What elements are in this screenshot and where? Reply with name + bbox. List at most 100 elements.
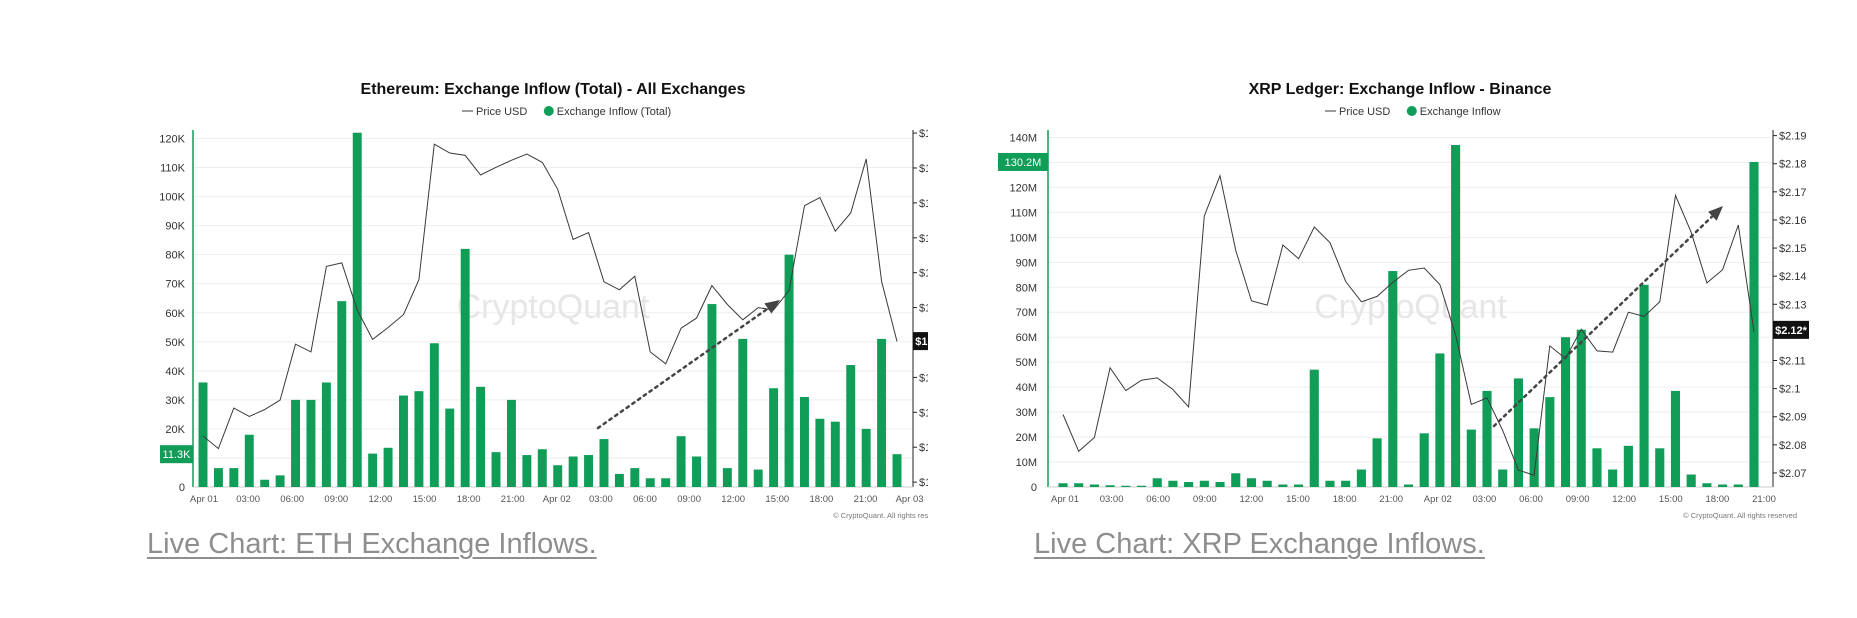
inflow-bar <box>1592 448 1602 487</box>
copyright-note: © CryptoQuant. All rights reserved <box>833 511 928 520</box>
right-axis-tick-label: $2.11 <box>1779 356 1806 368</box>
x-axis-tick-label: 15:00 <box>765 494 789 505</box>
chart-title: XRP Ledger: Exchange Inflow - Binance <box>1249 81 1552 98</box>
inflow-bar <box>1168 480 1178 487</box>
right-axis-tick-label: $2.14 <box>1779 271 1807 283</box>
x-axis-tick-label: 12:00 <box>369 494 393 505</box>
trend-arrow-head <box>1708 206 1723 221</box>
inflow-bar <box>1341 480 1351 487</box>
inflow-bar <box>1623 445 1633 487</box>
watermark: CryptoQuant <box>1314 288 1507 326</box>
inflow-bar <box>399 395 408 487</box>
eth-exchange-inflow-panel: Ethereum: Exchange Inflow (Total) - All … <box>0 0 928 618</box>
right-axis-tick-label: $2.1 <box>1779 384 1800 396</box>
inflow-bar <box>306 399 316 487</box>
inflow-bar <box>1419 433 1429 487</box>
inflow-bar <box>738 338 748 487</box>
left-axis-tick-label: 20M <box>1016 432 1037 444</box>
inflow-bar <box>553 465 563 487</box>
x-axis-tick-label: 21:00 <box>501 494 525 505</box>
inflow-bar <box>1466 429 1476 487</box>
right-axis-tick-label: $2.07 <box>1779 468 1807 480</box>
inflow-bar <box>707 304 717 487</box>
legend-label: Exchange Inflow <box>1420 106 1501 118</box>
x-axis-tick-label: 06:00 <box>1519 494 1543 505</box>
chart-title: Ethereum: Exchange Inflow (Total) - All … <box>361 81 746 98</box>
inflow-bar <box>1074 483 1084 487</box>
inflow-bar <box>614 473 624 487</box>
eth-live-chart-link[interactable]: Live Chart: ETH Exchange Inflows. <box>147 528 597 560</box>
x-axis-tick-label: Apr 01 <box>1051 494 1079 505</box>
inflow-bar <box>1152 478 1162 487</box>
left-axis-tick-label: 30K <box>165 395 185 407</box>
inflow-bar <box>213 468 223 487</box>
left-axis-tick-label: 140M <box>1009 132 1037 144</box>
inflow-bar <box>1639 284 1649 487</box>
inflow-bar <box>291 399 301 487</box>
left-axis-tick-label: 20K <box>165 424 185 436</box>
inflow-bar <box>877 338 887 487</box>
right-axis-tick-label: $1.91K <box>919 163 928 175</box>
inflow-bar <box>799 396 809 487</box>
x-axis-tick-label: 15:00 <box>413 494 437 505</box>
right-axis-tick-label: $1.89K <box>919 233 928 245</box>
trend-arrow-line <box>1492 213 1716 428</box>
current-price-badge <box>913 332 928 351</box>
inflow-bar <box>784 254 794 487</box>
inflow-bar <box>1529 428 1539 487</box>
left-axis-tick-label: 80M <box>1016 282 1037 294</box>
right-axis-tick-label: $1.92K <box>919 128 928 140</box>
x-axis-tick-label: Apr 03 <box>896 494 924 505</box>
left-axis-tick-label: 40M <box>1016 382 1037 394</box>
inflow-bar <box>537 449 547 487</box>
right-axis-tick-label: $2.16 <box>1779 215 1807 227</box>
inflow-bar <box>429 343 439 487</box>
right-axis-tick-label: $1.83K <box>919 442 928 454</box>
legend-dot-marker <box>543 106 554 116</box>
right-axis-tick-label: $1.87K <box>919 303 928 315</box>
inflow-bar <box>1262 480 1272 487</box>
x-axis-tick-label: 09:00 <box>677 494 701 505</box>
inflow-bar <box>661 478 671 487</box>
xrp-exchange-inflow-panel: XRP Ledger: Exchange Inflow - Binance Pri… <box>928 0 1857 618</box>
x-axis-tick-label: 03:00 <box>589 494 613 505</box>
inflow-bar <box>1231 473 1241 487</box>
inflow-bar <box>1498 469 1508 487</box>
inflow-bar <box>1294 484 1304 487</box>
inflow-bar <box>445 408 455 487</box>
inflow-bar <box>568 456 578 487</box>
right-axis-tick-label: $1.88K <box>919 268 928 280</box>
right-axis-tick-label: $1.82K <box>919 477 928 489</box>
x-axis-tick-label: 03:00 <box>236 494 260 505</box>
inflow-bar <box>383 447 393 487</box>
inflow-bar <box>1403 484 1414 487</box>
inflow-bar <box>1655 448 1665 487</box>
right-axis-tick-label: $2.09 <box>1779 412 1807 424</box>
trend-arrow-line <box>596 305 772 430</box>
left-axis-tick-label: 30M <box>1016 407 1037 419</box>
left-axis-tick-label: 110K <box>160 163 186 175</box>
inflow-bar <box>460 248 470 487</box>
x-axis-tick-label: 18:00 <box>1333 494 1357 505</box>
legend-label: Exchange Inflow (Total) <box>557 106 671 118</box>
x-axis-tick-label: 18:00 <box>1706 494 1730 505</box>
inflow-bar <box>1309 369 1319 487</box>
inflow-bar <box>1576 329 1586 487</box>
x-axis-tick-label: 15:00 <box>1659 494 1683 505</box>
inflow-bar <box>1702 483 1712 487</box>
inflow-bar <box>676 436 686 487</box>
current-inflow-badge <box>160 445 193 464</box>
right-axis-tick-label: $2.13 <box>1779 299 1807 311</box>
x-axis-tick-label: 12:00 <box>1612 494 1636 505</box>
inflow-bar <box>1325 480 1335 487</box>
x-axis-tick-label: 09:00 <box>1193 494 1217 505</box>
inflow-bar <box>1435 353 1445 487</box>
xrp-live-chart-link[interactable]: Live Chart: XRP Exchange Inflows. <box>1034 528 1485 560</box>
inflow-bar <box>1184 482 1194 487</box>
inflow-bar <box>1482 390 1492 487</box>
inflow-bar <box>692 456 701 487</box>
inflow-bar <box>630 468 640 487</box>
left-axis-tick-label: 80K <box>165 250 185 262</box>
inflow-bar <box>506 399 516 487</box>
inflow-bar <box>1278 484 1288 487</box>
